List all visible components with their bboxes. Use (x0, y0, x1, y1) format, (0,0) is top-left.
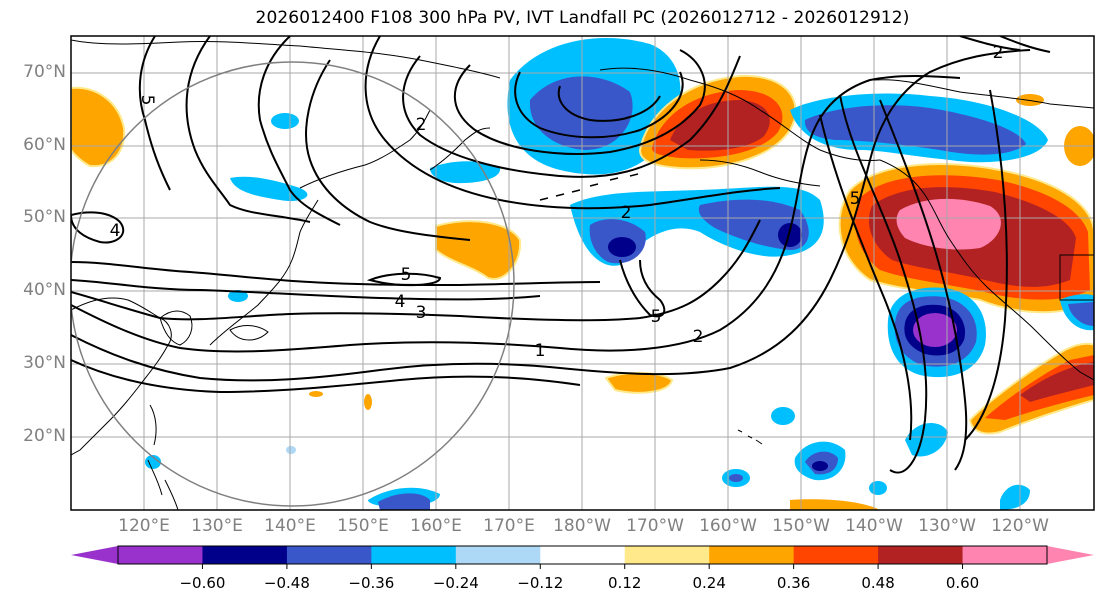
colorbar-cell (962, 546, 1048, 564)
contour-label-8: 1 (535, 341, 546, 361)
lon-label: 150°W (772, 516, 830, 536)
colorbar-tick-label: 0.36 (776, 574, 811, 592)
lat-label: 50°N (23, 207, 66, 227)
lon-label: 120°W (991, 516, 1049, 536)
colorbar-cell (878, 546, 964, 564)
colorbar (71, 545, 1094, 569)
contour-label-9: 2 (693, 327, 704, 347)
lon-label: 160°W (699, 516, 757, 536)
lat-label: 30°N (23, 353, 66, 373)
lon-label: 170°E (483, 516, 535, 536)
gridlines (71, 36, 1094, 510)
lon-label: 140°W (845, 516, 903, 536)
colorbar-cell (540, 546, 626, 564)
contour-label-3: 4 (110, 221, 121, 241)
colorbar-extend-high (1047, 546, 1094, 564)
colorbar-tick-label: −0.24 (432, 574, 479, 592)
lon-label: 140°E (264, 516, 316, 536)
contour-label-5: 5 (401, 265, 412, 285)
lon-label: 160°E (410, 516, 462, 536)
pv-contours (71, 36, 1051, 474)
lat-label: 60°N (23, 135, 66, 155)
lon-label: 180°W (553, 516, 611, 536)
map-frame (70, 35, 1095, 511)
lon-label: 170°W (626, 516, 684, 536)
colorbar-tick-label: −0.60 (179, 574, 226, 592)
colorbar-tick-label: −0.12 (517, 574, 564, 592)
colorbar-tick-label: −0.36 (348, 574, 395, 592)
lat-label: 40°N (23, 280, 66, 300)
colorbar-cell (455, 546, 541, 564)
colorbar-extend-low (71, 546, 118, 564)
pv-shading (71, 38, 1094, 510)
colorbar-cell (118, 546, 203, 564)
lon-label: 130°W (918, 516, 976, 536)
contour-label-11: 2 (993, 43, 1004, 63)
colorbar-cell (202, 546, 288, 564)
colorbar-tick-label: −0.48 (263, 574, 310, 592)
colorbar-tick-label: 0.60 (945, 574, 980, 592)
contour-label-4: 2 (621, 203, 632, 223)
colorbar-cell (793, 546, 879, 564)
colorbar-tick-label: 0.24 (692, 574, 726, 592)
contour-label-12: 5 (850, 189, 861, 209)
lat-label: 70°N (23, 62, 66, 82)
lat-label: 20°N (23, 426, 66, 446)
coastlines (71, 39, 1094, 510)
contour-label-10: 5 (651, 307, 662, 327)
contour-label-1: 5 (137, 95, 157, 106)
contour-label-2: 2 (416, 115, 427, 135)
contour-label-6: 4 (395, 292, 406, 312)
lon-label: 150°E (337, 516, 389, 536)
colorbar-tick-label: 0.12 (608, 574, 642, 592)
contour-label-7: 3 (416, 303, 427, 323)
radius-circle (71, 61, 515, 507)
colorbar-tick-label: 0.48 (861, 574, 895, 592)
colorbar-cell (371, 546, 457, 564)
colorbar-cell (709, 546, 795, 564)
lon-label: 120°E (118, 516, 170, 536)
colorbar-cell (286, 546, 372, 564)
colorbar-cell (624, 546, 710, 564)
lon-label: 130°E (191, 516, 243, 536)
contour-labels: 5 2 4 2 5 4 3 1 2 5 2 5 (110, 43, 1004, 361)
figure-title: 2026012400 F108 300 hPa PV, IVT Landfall… (255, 8, 910, 28)
